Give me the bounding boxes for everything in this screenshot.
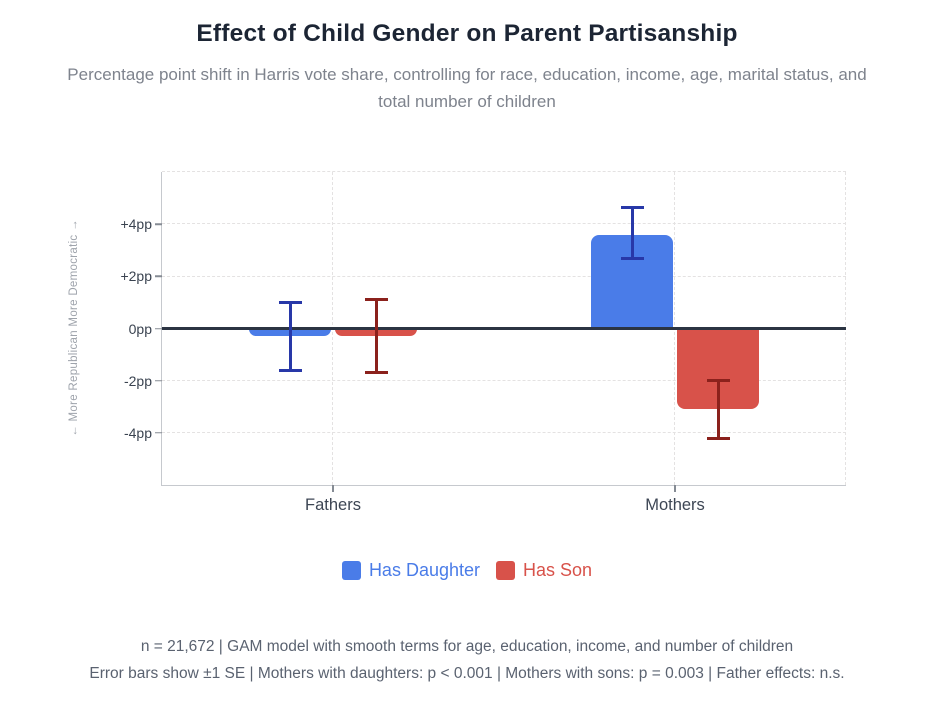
error-bar-cap-top (620, 205, 644, 209)
error-bar-cap-bottom (706, 436, 730, 440)
legend-item-has-son: Has Son (496, 560, 592, 581)
y-tick-mark (155, 327, 162, 330)
y-tick-label: +2pp (120, 268, 152, 285)
y-tick-mark (155, 379, 162, 382)
chart-title: Effect of Child Gender on Parent Partisa… (196, 20, 738, 47)
error-bar-line (288, 302, 292, 371)
y-tick-mark (155, 275, 162, 278)
y-tick-label: +4pp (120, 216, 152, 233)
error-bar-cap-bottom (620, 256, 644, 260)
error-bar-cap-top (364, 298, 388, 302)
legend-label: Has Daughter (368, 560, 480, 580)
x-axis-label-mothers: Mothers (645, 496, 705, 514)
zero-line (162, 327, 846, 330)
legend: Has Daughter Has Son (0, 560, 934, 581)
error-bar-cap-top (278, 300, 302, 304)
error-bar-line (716, 380, 720, 439)
y-tick-label: -2pp (123, 372, 152, 389)
legend-label: Has Son (523, 560, 593, 580)
y-tick-mark (155, 432, 162, 434)
error-bar-cap-bottom (278, 368, 302, 372)
chart-subtitle: Percentage point shift in Harris vote sh… (67, 65, 867, 111)
footnote: n = 21,672 | GAM model with smooth terms… (0, 633, 934, 687)
error-bar-line (630, 207, 634, 259)
y-tick-label: -4pp (123, 424, 152, 441)
legend-swatch (496, 561, 515, 580)
error-bar-cap-top (706, 379, 730, 383)
gridline-horizontal (162, 275, 846, 277)
plot-area: +4pp +2pp 0pp -2pp -4pp Fathers Mothers (120, 171, 846, 514)
legend-swatch (341, 561, 361, 580)
error-bar-cap-bottom (364, 371, 388, 375)
gridline-horizontal (162, 223, 846, 225)
legend-item-has-daughter: Has Daughter (341, 560, 480, 581)
x-tick-mark (332, 485, 334, 492)
error-bar-line (374, 299, 378, 373)
y-tick-label: 0pp (128, 320, 152, 337)
x-axis-label-fathers: Fathers (305, 496, 361, 514)
footnote-line-1: n = 21,672 | GAM model with smooth terms… (140, 638, 794, 655)
gridline-horizontal (162, 171, 846, 173)
y-tick-mark (155, 223, 162, 225)
x-tick-mark (674, 485, 676, 492)
y-axis-label: ← More Republican More Democratic → (68, 219, 80, 437)
footnote-line-2: Error bars show ±1 SE | Mothers with dau… (89, 665, 845, 682)
gridline-horizontal (162, 432, 846, 434)
gridline-horizontal (162, 379, 846, 381)
